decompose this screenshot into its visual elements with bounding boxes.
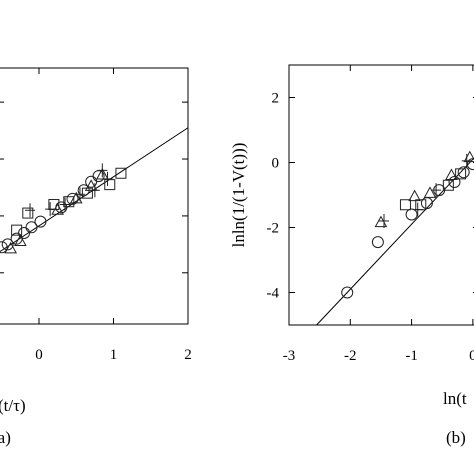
plus-marker xyxy=(74,187,85,202)
circle-marker xyxy=(25,221,38,234)
x-ticks-a: 0 1 2 xyxy=(35,68,192,363)
plus-marker xyxy=(379,214,389,228)
square-marker xyxy=(11,224,23,236)
square-marker xyxy=(115,167,127,179)
plus-marker xyxy=(431,183,442,198)
y-ticks-a xyxy=(0,101,188,274)
x-axis-label-a: (t/τ) xyxy=(0,396,26,415)
panel-a: 0 1 2 (t/τ) (a) xyxy=(0,67,192,447)
circle-marker xyxy=(1,238,14,251)
y-axis-label-b: lnln(1/(1-V(t))) xyxy=(229,143,248,248)
x-axis-label-b: ln(t xyxy=(443,389,467,408)
x-tick-label: 1 xyxy=(110,347,118,363)
square-marker xyxy=(22,207,34,219)
triangle-marker xyxy=(374,215,388,228)
panel-b: -3 -2 -1 0 -4 -2 0 2 lnln(1/(1-V(t))) ln(t (b) xyxy=(229,64,474,447)
square-marker xyxy=(442,179,454,191)
x-tick-label: -2 xyxy=(344,348,357,364)
circle-marker xyxy=(66,192,79,205)
y-tick-label: 2 xyxy=(272,91,280,107)
square-marker xyxy=(81,187,93,199)
circle-marker xyxy=(405,208,418,221)
plot-frame-a xyxy=(0,67,189,325)
triangle-marker xyxy=(408,189,421,202)
circle-marker xyxy=(457,166,470,179)
circle-marker xyxy=(18,226,31,239)
x-tick-label: -1 xyxy=(405,348,418,364)
panel-label-b: (b) xyxy=(446,428,466,447)
circle-marker xyxy=(0,241,8,254)
data-points-b xyxy=(341,150,474,299)
y-tick-label: -2 xyxy=(267,221,280,237)
triangle-marker xyxy=(445,168,458,180)
triangle-marker xyxy=(4,241,18,254)
y-ticks-b: -4 -2 0 2 xyxy=(267,91,474,302)
x-tick-label: 0 xyxy=(35,347,43,363)
plus-marker xyxy=(89,183,100,198)
plus-marker xyxy=(60,197,71,212)
circle-marker xyxy=(466,158,474,171)
square-marker xyxy=(399,199,411,211)
triangle-marker xyxy=(14,234,27,247)
triangle-marker xyxy=(95,167,109,180)
square-marker xyxy=(63,196,75,208)
panel-label-a: (a) xyxy=(0,428,11,447)
circle-marker xyxy=(371,236,384,249)
plot-frame-b xyxy=(288,64,474,326)
circle-marker xyxy=(341,286,354,299)
plus-marker xyxy=(412,202,423,217)
circle-marker xyxy=(34,215,47,228)
x-tick-label: -3 xyxy=(283,348,296,364)
circle-marker xyxy=(448,176,461,188)
x-tick-label: 0 xyxy=(469,348,474,364)
plus-marker xyxy=(45,202,56,217)
plus-marker xyxy=(97,163,108,178)
data-points-a xyxy=(0,163,127,254)
x-ticks-b: -3 -2 -1 0 xyxy=(283,65,474,364)
plus-marker xyxy=(25,203,36,218)
y-tick-label: -4 xyxy=(267,286,280,302)
circle-marker xyxy=(85,175,98,188)
x-tick-label: 2 xyxy=(184,347,192,363)
square-marker xyxy=(455,168,467,180)
triangle-marker xyxy=(423,186,437,198)
plus-marker xyxy=(102,171,113,186)
y-tick-label: 0 xyxy=(272,156,280,172)
plus-marker xyxy=(461,153,472,168)
square-marker xyxy=(104,179,116,191)
